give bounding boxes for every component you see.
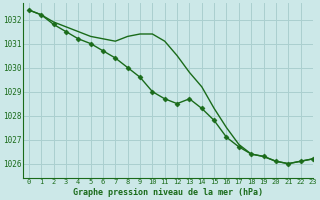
X-axis label: Graphe pression niveau de la mer (hPa): Graphe pression niveau de la mer (hPa) [73, 188, 263, 197]
